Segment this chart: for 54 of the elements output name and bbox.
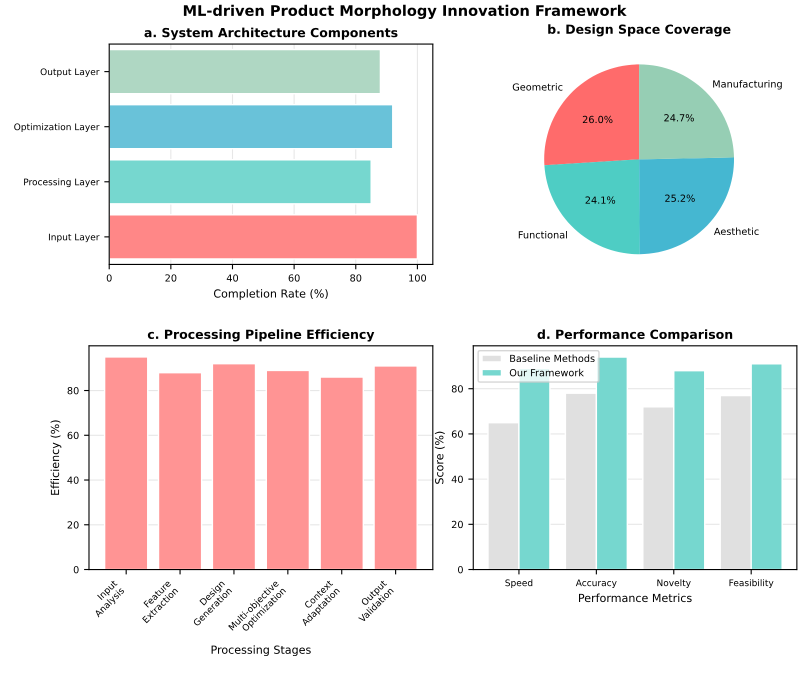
legend-label: Our Framework xyxy=(510,368,584,376)
y-tick-label: 20 xyxy=(452,520,463,528)
slice-label: Manufacturing xyxy=(713,80,782,90)
bar xyxy=(158,372,202,570)
bar xyxy=(109,214,418,260)
slice-label: Functional xyxy=(518,230,567,238)
legend-label: Baseline Methods xyxy=(510,354,595,362)
y-tick-label: Optimization Layer xyxy=(14,123,100,132)
bar xyxy=(109,159,372,205)
chart-title: c. Processing Pipeline Efficiency xyxy=(148,329,374,342)
bar xyxy=(109,104,394,150)
bar xyxy=(212,362,256,570)
data-label: 25.2% xyxy=(665,194,695,202)
x-tick-label: Speed xyxy=(505,579,532,588)
data-label: 24.7% xyxy=(664,114,694,122)
x-axis-title: Completion Rate (%) xyxy=(214,289,328,300)
chart-title: b. Design Space Coverage xyxy=(548,24,730,36)
y-axis-title: Score (%) xyxy=(434,432,445,484)
y-axis-title: Efficiency (%) xyxy=(50,420,62,495)
x-tick-label: 20 xyxy=(165,274,176,282)
y-tick-label: 80 xyxy=(68,387,79,394)
x-tick-label: 0 xyxy=(106,274,112,282)
x-tick-label: 60 xyxy=(288,274,300,282)
slice-label: Aesthetic xyxy=(714,228,759,236)
text: ML-driven Product Morphology Innovation Framework xyxy=(184,4,627,19)
x-tick-label: Accuracy xyxy=(576,580,617,588)
y-tick-label: Output Layer xyxy=(40,68,100,77)
bar xyxy=(373,365,418,570)
y-tick-label: 20 xyxy=(68,521,79,529)
x-axis-title: Performance Metrics xyxy=(579,594,692,602)
x-axis-title: Processing Stages xyxy=(212,645,311,656)
y-tick-label: 80 xyxy=(452,385,463,393)
x-tick-label: 100 xyxy=(409,274,426,282)
y-tick-label: Input Layer xyxy=(48,234,100,242)
chart-title: d. Performance Comparison xyxy=(538,329,732,342)
bar xyxy=(319,376,364,570)
x-tick-label: Novelty xyxy=(657,579,691,588)
y-tick-label: 0 xyxy=(74,566,79,574)
y-tick-label: 40 xyxy=(67,476,79,484)
bar xyxy=(109,48,382,94)
y-tick-label: 40 xyxy=(452,476,463,483)
x-tick-label: Feasibility xyxy=(730,579,774,588)
slice-label: Geometric xyxy=(512,83,562,91)
x-tick-label: 80 xyxy=(350,274,362,282)
bar xyxy=(266,370,310,570)
bar xyxy=(104,356,148,570)
y-tick-label: 60 xyxy=(452,430,463,438)
x-tick-label: 40 xyxy=(226,274,238,282)
y-tick-label: 0 xyxy=(458,566,463,574)
chart-title: a. System Architecture Components xyxy=(144,28,398,40)
y-tick-label: Processing Layer xyxy=(24,178,100,188)
data-label: 26.0% xyxy=(582,116,612,124)
data-label: 24.1% xyxy=(586,196,616,204)
y-tick-label: 60 xyxy=(68,432,79,440)
